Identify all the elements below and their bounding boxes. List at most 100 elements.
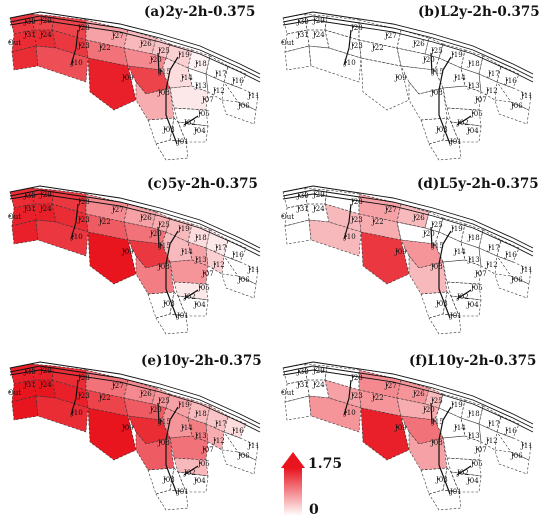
junction-marker-j01 [178, 140, 180, 142]
junction-marker-j23 [79, 44, 81, 46]
subcatchment-j19 [438, 393, 466, 419]
junction-marker-j01 [451, 314, 453, 316]
junction-label-j17: J17 [214, 244, 227, 252]
subcatchment-j25 [424, 387, 444, 409]
junction-marker-j12 [214, 263, 216, 265]
junction-marker-j19 [179, 227, 181, 229]
junction-marker-j09 [396, 250, 398, 252]
junction-marker-j25 [159, 399, 161, 401]
subcatchment-j18 [460, 399, 484, 425]
subcatchment-j25 [151, 211, 171, 233]
junction-label-j10: J10 [343, 59, 356, 67]
subcatchment-j07 [169, 85, 209, 111]
subcatchment-j06 [494, 99, 530, 125]
junction-marker-j11 [249, 94, 251, 96]
junction-marker-j08 [159, 441, 161, 443]
junction-label-j28: J28 [350, 198, 363, 206]
junction-label-j15: J15 [158, 68, 171, 76]
subcatchment-j06 [494, 449, 530, 475]
junction-marker-j12 [214, 439, 216, 441]
junction-marker-j05 [472, 112, 474, 114]
channel-line-1 [282, 189, 534, 253]
junction-marker-j31 [298, 207, 300, 209]
junction-label-j03: J03 [435, 476, 448, 484]
junction-marker-j26 [414, 392, 416, 394]
junction-marker-j12 [487, 263, 489, 265]
junction-label-j14: J14 [180, 424, 193, 432]
junction-label-j16: J16 [231, 251, 244, 259]
drainage-pipe-0 [343, 379, 352, 416]
drainage-pipe-1 [438, 406, 452, 495]
junction-label-j23: J23 [350, 216, 363, 224]
junction-label-j01: J01 [449, 312, 462, 320]
subcatchment-j07 [442, 435, 482, 461]
junction-label-j20: J20 [149, 406, 162, 414]
subcatchment-j04 [177, 295, 209, 317]
subcatchment-j13 [460, 417, 482, 443]
junction-marker-j01 [451, 490, 453, 492]
channel-line-2 [282, 19, 534, 83]
subcatchment-j13 [187, 67, 209, 93]
junction-label-j18: J18 [194, 234, 207, 242]
drainage-pipe-3 [456, 115, 472, 126]
channel-line-2 [282, 193, 534, 257]
junction-label-j01: J01 [449, 488, 462, 496]
junction-label-j05: J05 [197, 284, 210, 292]
junction-label-j23: J23 [350, 42, 363, 50]
junction-label-j02: J02 [456, 469, 469, 477]
channel-line-0 [282, 361, 534, 425]
subcatchment-j17 [478, 405, 502, 433]
junction-marker-j30 [298, 194, 300, 196]
junction-label-j26: J26 [139, 214, 152, 222]
junction-label-j24: J24 [39, 381, 52, 389]
junction-marker-j24 [41, 207, 43, 209]
junction-label-j26: J26 [412, 214, 425, 222]
junction-marker-j25 [432, 399, 434, 401]
junction-label-j03: J03 [162, 126, 175, 134]
junction-label-j12: J12 [485, 437, 498, 445]
junction-marker-j15 [160, 70, 162, 72]
junction-marker-j01 [451, 140, 453, 142]
junction-marker-j02 [185, 471, 187, 473]
junction-marker-j12 [487, 89, 489, 91]
subcatchment-j12 [205, 247, 225, 275]
junction-label-j30: J30 [296, 192, 309, 200]
junction-label-j01: J01 [176, 138, 189, 146]
junction-marker-j15 [160, 420, 162, 422]
junction-marker-j20 [151, 232, 153, 234]
junction-marker-j13 [469, 84, 471, 86]
panel-title-f: (f)L10y-2h-0.375 [409, 353, 537, 369]
subcatchment-j09 [360, 231, 410, 285]
drainage-pipe-1 [438, 230, 452, 319]
junction-label-j27: J27 [111, 32, 124, 40]
junction-marker-j17 [216, 246, 218, 248]
junction-label-j19: J19 [177, 225, 190, 233]
junction-label-j07: J07 [201, 96, 214, 104]
junction-marker-out [9, 41, 11, 43]
drainage-pipe-0 [70, 203, 79, 240]
drainage-pipe-0 [70, 379, 79, 416]
subcatchment-j09 [87, 57, 137, 111]
subcatchment-j09 [360, 407, 410, 461]
channel-line-2 [9, 19, 261, 83]
junction-label-j07: J07 [474, 446, 487, 454]
junction-marker-j01 [178, 490, 180, 492]
junction-marker-j27 [113, 384, 115, 386]
subcatchment-j10 [35, 219, 89, 257]
junction-marker-j27 [113, 208, 115, 210]
junction-label-j06: J06 [237, 452, 250, 460]
legend-arrowhead [281, 452, 305, 468]
subcatchment-j25 [424, 211, 444, 233]
junction-marker-j03 [164, 128, 166, 130]
junction-label-j09: J09 [394, 74, 407, 82]
junction-marker-j20 [151, 408, 153, 410]
junction-marker-j06 [239, 104, 241, 106]
junction-marker-j27 [386, 208, 388, 210]
subcatchment-j07 [169, 435, 209, 461]
junction-marker-j10 [345, 235, 347, 237]
junction-marker-j28 [352, 26, 354, 28]
junction-label-j16: J16 [231, 77, 244, 85]
subcatchment-j13 [460, 241, 482, 267]
junction-label-j15: J15 [431, 242, 444, 250]
junction-marker-j28 [79, 26, 81, 28]
